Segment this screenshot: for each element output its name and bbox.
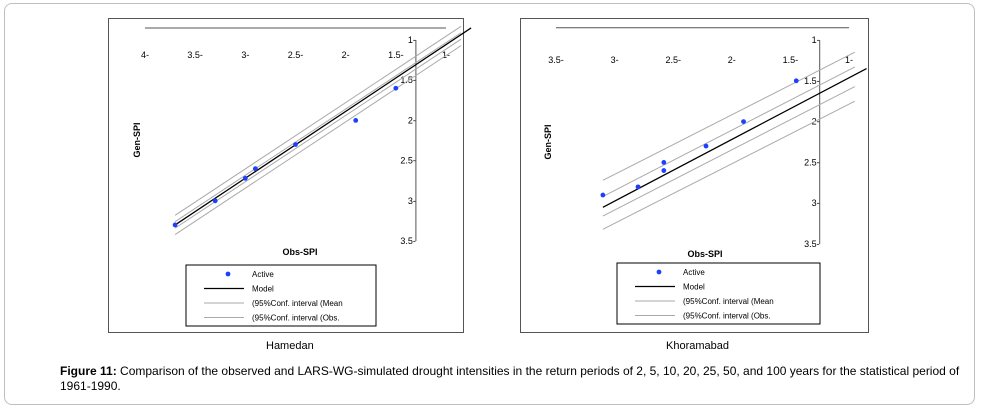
figure-caption: Figure 11: Comparison of the observed an… bbox=[60, 364, 960, 394]
figure-caption-text: Comparison of the observed and LARS-WG-s… bbox=[60, 364, 960, 393]
figure-label: Figure 11: bbox=[60, 364, 117, 378]
khoramabad-subtitle: Khoramabad bbox=[666, 340, 729, 352]
hamedan-subtitle: Hamedan bbox=[266, 340, 314, 352]
hamedan-panel bbox=[108, 18, 464, 333]
khoramabad-panel bbox=[520, 18, 869, 333]
figure-frame bbox=[4, 3, 975, 405]
